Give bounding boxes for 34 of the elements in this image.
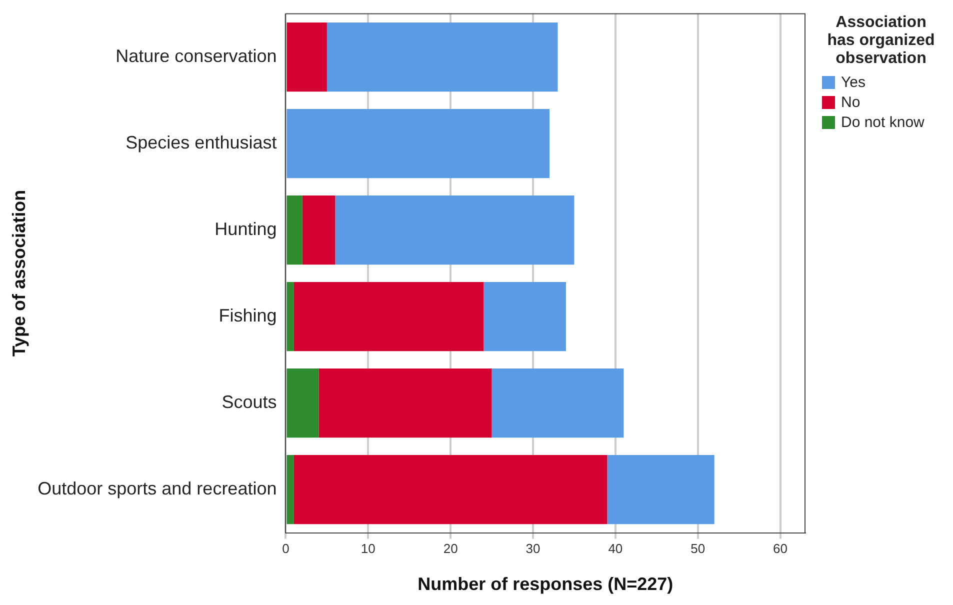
legend-label: Do not know <box>841 114 924 130</box>
bar <box>286 108 550 178</box>
bar <box>294 454 608 524</box>
x-tick-label: 0 <box>282 541 290 556</box>
bar <box>286 282 294 352</box>
x-tick-label: 60 <box>773 541 788 556</box>
bar <box>326 22 558 92</box>
y-axis-title: Type of association <box>8 190 29 357</box>
bar <box>286 22 327 92</box>
legend-label: Yes <box>841 74 866 90</box>
bar <box>318 368 492 438</box>
bar <box>286 454 294 524</box>
bar <box>492 368 624 438</box>
x-axis-title: Number of responses (N=227) <box>418 574 674 594</box>
x-tick-label: 50 <box>690 541 706 556</box>
x-tick-label: 20 <box>443 541 458 556</box>
x-tick-label: 40 <box>608 541 623 556</box>
y-tick-label: Nature conservation <box>116 46 277 66</box>
y-tick-label: Scouts <box>222 392 277 412</box>
legend-label: No <box>841 94 860 110</box>
bar <box>302 195 336 265</box>
bar <box>484 282 566 352</box>
bar <box>335 195 574 265</box>
y-tick-label: Outdoor sports and recreation <box>38 478 277 499</box>
bar <box>286 195 302 265</box>
y-tick-label: Species enthusiast <box>126 132 277 153</box>
legend-title: Association has organized observation <box>826 14 936 68</box>
x-tick-label: 10 <box>360 541 376 556</box>
bar <box>294 282 484 352</box>
y-tick-label: Hunting <box>214 219 277 240</box>
bar <box>286 368 319 438</box>
x-tick-label: 30 <box>526 541 540 556</box>
y-tick-label: Fishing <box>218 306 277 326</box>
bar <box>607 454 714 524</box>
